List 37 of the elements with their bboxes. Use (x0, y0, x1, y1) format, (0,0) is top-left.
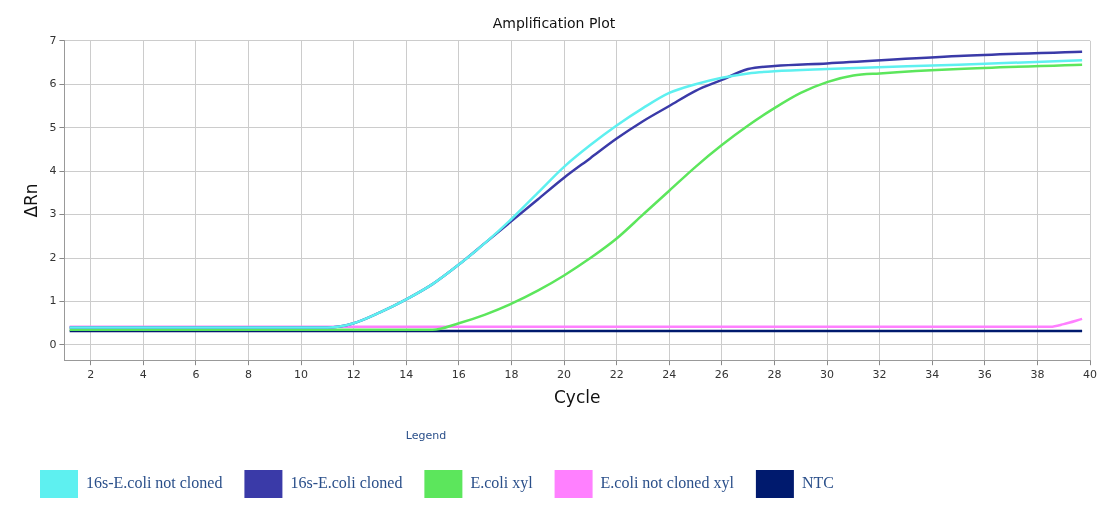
legend-title: Legend (405, 429, 447, 443)
x-axis-title: Cycle (553, 387, 601, 408)
y-tick-label: 5 (49, 120, 57, 134)
legend-label: E.coli not cloned xyl (600, 474, 735, 493)
x-tick-label: 12 (346, 367, 361, 381)
y-tick-label: 0 (49, 337, 57, 351)
y-tick-label: 4 (49, 164, 57, 178)
x-tick-label: 30 (820, 367, 835, 381)
x-tick-label: 22 (609, 367, 624, 381)
x-tick-label: 6 (192, 367, 200, 381)
x-tick-label: 14 (399, 367, 414, 381)
legend-label: NTC (801, 474, 834, 492)
y-tick-label: 2 (49, 250, 57, 264)
x-tick-label: 8 (244, 367, 252, 381)
x-tick-label: 28 (767, 367, 782, 381)
x-tick-label: 2 (87, 367, 95, 381)
y-tick-label: 3 (49, 207, 57, 221)
x-tick-label: 10 (294, 367, 309, 381)
y-axis-title: ΔRn (20, 183, 41, 218)
y-tick-label: 7 (49, 33, 57, 47)
x-tick-label: 24 (662, 367, 677, 381)
y-tick-label: 1 (49, 294, 57, 308)
x-tick-label: 20 (557, 367, 572, 381)
x-tick-label: 26 (714, 367, 729, 381)
x-tick-label: 34 (925, 367, 940, 381)
x-tick-label: 40 (1083, 367, 1097, 381)
y-tick-label: 6 (49, 77, 57, 91)
chart-title: Amplification Plot (492, 15, 616, 32)
x-tick-label: 4 (139, 367, 147, 381)
x-tick-label: 18 (504, 367, 519, 381)
legend-label: E.coli xyl (470, 474, 534, 493)
x-tick-label: 36 (977, 367, 992, 381)
x-tick-label: 16 (451, 367, 466, 381)
x-tick-label: 38 (1030, 367, 1045, 381)
x-tick-label: 32 (872, 367, 887, 381)
legend-label: 16s-E.coli cloned (290, 474, 403, 492)
legend-label: 16s-E.coli not cloned (86, 474, 223, 492)
